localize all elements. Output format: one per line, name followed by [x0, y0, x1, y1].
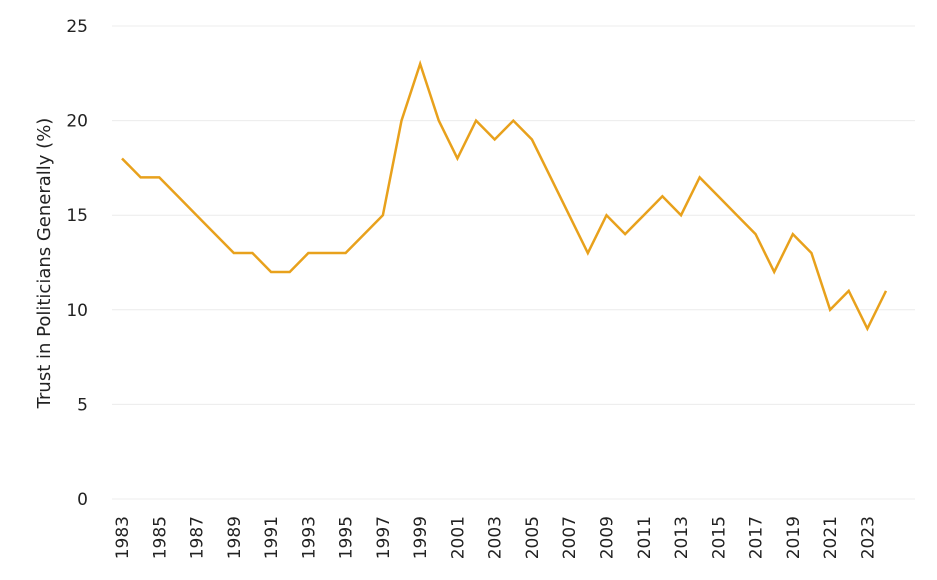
x-tick-label: 2019: [784, 516, 804, 559]
x-tick-label: 2023: [858, 516, 878, 559]
y-axis-ticks: 0 5 10 15 20 25: [66, 17, 88, 510]
x-tick-label: 2013: [672, 516, 692, 559]
y-tick-label: 5: [77, 395, 88, 415]
y-tick-label: 25: [66, 17, 88, 37]
gridlines: [112, 25, 915, 500]
x-tick-label: 2007: [560, 516, 580, 559]
x-tick-label: 1987: [188, 516, 208, 559]
y-tick-label: 0: [77, 490, 88, 510]
x-tick-label: 1997: [374, 516, 394, 559]
x-tick-label: 2011: [635, 516, 655, 559]
y-axis-label: Trust in Politicians Generally (%): [34, 118, 55, 410]
x-tick-label: 2021: [821, 516, 841, 559]
x-tick-label: 1991: [262, 516, 282, 559]
x-tick-label: 1983: [113, 516, 133, 559]
x-tick-label: 1985: [150, 516, 170, 559]
x-tick-label: 2003: [486, 516, 506, 559]
x-tick-label: 2015: [709, 516, 729, 559]
x-axis-ticks: 1983 1985 1987 1989 1991 1993 1995 1997 1999 2001…: [113, 516, 878, 559]
x-tick-label: 1995: [337, 516, 357, 559]
x-tick-label: 1989: [225, 516, 245, 559]
y-tick-label: 20: [66, 112, 88, 132]
y-tick-label: 15: [66, 206, 88, 226]
x-tick-label: 2005: [523, 516, 543, 559]
x-tick-label: 2009: [597, 516, 617, 559]
x-tick-label: 2017: [747, 516, 767, 559]
series-line: [121, 59, 888, 332]
x-tick-label: 1993: [299, 516, 319, 559]
x-tick-label: 1999: [411, 516, 431, 559]
y-tick-label: 10: [66, 301, 88, 321]
x-tick-label: 2001: [448, 516, 468, 559]
